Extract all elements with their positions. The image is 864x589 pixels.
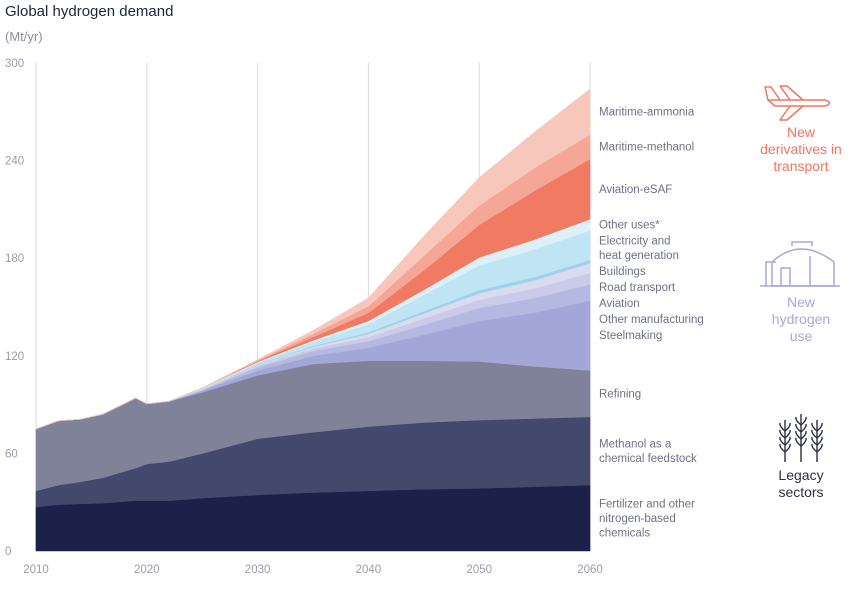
x-tick-label: 2050 — [466, 564, 492, 576]
wheat-icon — [779, 414, 823, 462]
group-label-transport: New derivatives in transport — [760, 124, 842, 174]
series-label: Refining — [599, 388, 641, 400]
area-maritime-ammonia — [35, 88, 591, 430]
series-label: Steelmaking — [599, 330, 662, 342]
y-tick-label: 300 — [5, 58, 24, 70]
airplane-icon — [764, 85, 831, 121]
series-label: Maritime-methanol — [599, 142, 694, 154]
y-axis-unit: (Mt/yr) — [5, 29, 43, 44]
x-tick-label: 2040 — [356, 564, 382, 576]
series-label: Other manufacturing — [599, 314, 704, 326]
series-label: Methanol as a chemical feedstock — [599, 438, 697, 465]
chart-title: Global hydrogen demand — [5, 3, 174, 20]
x-tick-label: 2030 — [245, 564, 271, 576]
x-tick-label: 2020 — [134, 564, 160, 576]
axes: 2010 2020 2030 2040 2050 2060 0 60 120 180 240 300 — [5, 58, 603, 576]
series-label: Aviation — [599, 298, 640, 310]
y-tick-label: 0 — [5, 546, 11, 558]
building-icon — [760, 241, 840, 287]
area-layers — [35, 88, 591, 552]
group-label-legacy: Legacy sectors — [778, 467, 823, 500]
group-labels: New derivatives in transport New hydrogen use… — [760, 85, 842, 500]
series-label: Other uses* — [599, 220, 660, 232]
series-label: Buildings — [599, 266, 646, 278]
y-tick-label: 60 — [5, 448, 18, 460]
series-label: Aviation-eSAF — [599, 184, 672, 196]
series-label: Maritime-ammonia — [599, 107, 695, 119]
series-labels: Maritime-ammonia Maritime-methanol Aviatio… — [599, 107, 704, 540]
x-tick-label: 2010 — [23, 564, 49, 576]
group-label-new_use: New hydrogen use — [772, 294, 830, 344]
y-tick-label: 180 — [5, 253, 24, 265]
series-label: Electricity and heat generation — [599, 236, 679, 263]
y-tick-label: 240 — [5, 156, 24, 168]
series-label: Fertilizer and other nitrogen-based chemic… — [599, 498, 695, 539]
y-tick-label: 120 — [5, 351, 24, 363]
x-tick-label: 2060 — [577, 564, 603, 576]
series-label: Road transport — [599, 282, 676, 294]
